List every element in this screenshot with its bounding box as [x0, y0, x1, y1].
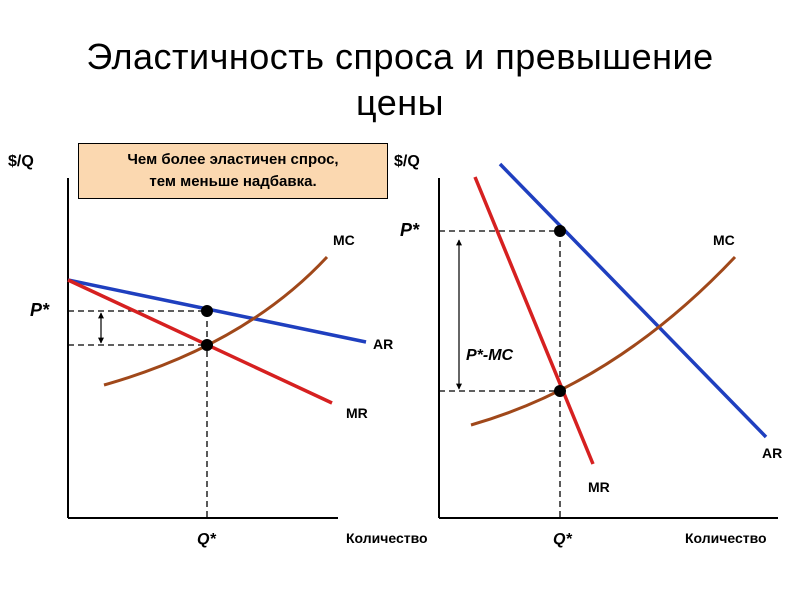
left-mr-curve	[67, 278, 333, 405]
right-ar-label: AR	[762, 445, 782, 461]
left-quantity-label: Q*	[197, 531, 216, 548]
left-x-axis-label: Количество	[346, 530, 428, 546]
note-box: Чем более эластичен спрос, тем меньше на…	[78, 143, 388, 199]
note-line1: Чем более эластичен спрос,	[127, 151, 339, 168]
left-price-label: P*	[30, 300, 50, 320]
right-mc-point	[554, 385, 566, 397]
left-ar-curve	[67, 278, 367, 344]
right-quantity-label: Q*	[553, 531, 572, 548]
left-panel: $/Q Количество MC AR MR P* Q*	[8, 153, 428, 548]
right-price-point	[554, 225, 566, 237]
left-mr-label: MR	[346, 405, 368, 421]
right-price-label: P*	[400, 220, 420, 240]
right-ar-curve	[498, 162, 768, 439]
left-mc-label: MC	[333, 232, 355, 248]
right-mc-curve	[470, 255, 737, 427]
left-mc-curve	[103, 255, 329, 387]
right-mc-label: MC	[713, 232, 735, 248]
note-line2: тем меньше надбавка.	[149, 173, 317, 190]
slide-title-line2: цены	[356, 82, 444, 123]
left-price-point	[201, 305, 213, 317]
left-mc-point	[201, 339, 213, 351]
right-mr-curve	[473, 176, 595, 465]
slide-title-line1: Эластичность спроса и превышение	[86, 36, 714, 77]
right-markup-label: P*-MC	[466, 347, 514, 364]
slide-title: Эластичность спроса и превышение цены	[0, 34, 800, 126]
left-ar-label: AR	[373, 336, 393, 352]
right-y-axis-label: $/Q	[394, 153, 420, 170]
right-panel: $/Q Количество MC AR MR P* Q* P*-MC	[394, 153, 782, 548]
right-x-axis-label: Количество	[685, 530, 767, 546]
right-mr-label: MR	[588, 479, 610, 495]
left-y-axis-label: $/Q	[8, 153, 34, 170]
